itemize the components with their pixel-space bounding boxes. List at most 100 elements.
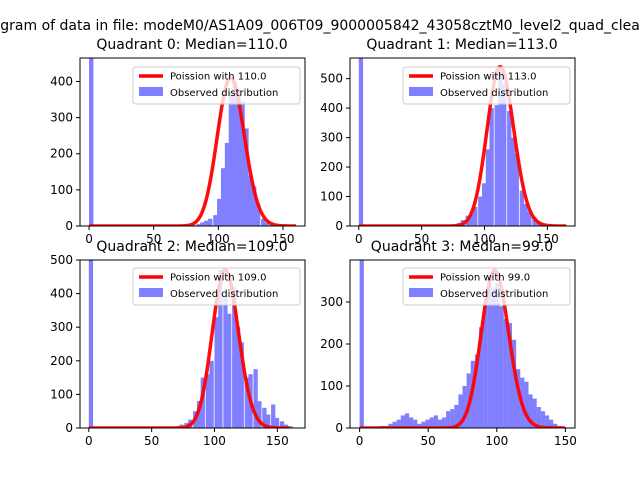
histogram-bar (536, 407, 541, 428)
histogram-bar (196, 401, 202, 428)
x-tick-label: 150 (266, 434, 289, 448)
histogram-bar (494, 105, 499, 226)
histogram-bar (446, 411, 451, 428)
y-tick-label: 100 (50, 387, 73, 401)
y-tick-label: 200 (50, 354, 73, 368)
histogram-bar (264, 222, 270, 226)
histogram-bar (510, 137, 516, 226)
histogram-bar (266, 414, 271, 428)
histogram-bar (271, 404, 276, 428)
histogram-bar (214, 317, 219, 428)
legend-line-label: Poission with 99.0 (440, 273, 530, 284)
histogram-bar (483, 302, 488, 428)
histogram-bar (528, 394, 533, 428)
histogram-bar (274, 417, 280, 428)
x-tick-label: 100 (473, 232, 496, 246)
x-tick-label: 50 (146, 232, 161, 246)
x-tick-label: 150 (272, 232, 295, 246)
histogram-bar (462, 386, 467, 428)
histogram-bar (204, 220, 209, 226)
legend-frame (132, 66, 301, 105)
panel-title: Quadrant 1: Median=113.0 (366, 37, 557, 53)
histogram-bar (392, 421, 397, 428)
legend-bar-swatch (139, 288, 163, 297)
histogram-bar (469, 214, 474, 226)
plot-area: 0 50 100 150 0 100 200 300 400 500 (320, 57, 576, 246)
histogram-bar (499, 306, 504, 428)
legend-bar-label: Observed distribution (170, 88, 278, 99)
y-tick-label: 400 (50, 74, 73, 88)
legend-bar-label: Observed distribution (170, 289, 278, 300)
figure-title: Histogram of data in file: modeM0/AS1A09… (0, 18, 640, 34)
histogram-bar (417, 423, 422, 428)
plot-area: 0 50 100 150 0 100 200 300 400 500 (50, 253, 306, 448)
x-tick-label: 0 (85, 232, 93, 246)
y-tick-label: 300 (320, 131, 343, 145)
histogram-bar (516, 369, 521, 428)
y-tick-label: 100 (320, 379, 343, 393)
poisson-curve (87, 268, 292, 428)
histogram-bar (413, 419, 418, 428)
y-tick-label: 200 (320, 337, 343, 351)
histogram-bar (544, 415, 550, 428)
histogram-bar (548, 419, 554, 428)
histogram-bar (400, 415, 406, 428)
histogram-bar (218, 270, 223, 428)
histogram-bar (213, 215, 218, 226)
histogram-bar (433, 415, 438, 428)
histogram-bar (474, 354, 480, 428)
legend: Poission with 113.0 Observed distributio… (402, 66, 571, 105)
histogram-bar (253, 369, 258, 428)
histogram-bar (404, 413, 410, 428)
y-tick-label: 300 (50, 320, 73, 334)
histogram-bar (507, 323, 513, 428)
legend-frame (132, 267, 301, 306)
y-tick-label: 100 (50, 183, 73, 197)
y-tick-label: 0 (65, 421, 73, 435)
histogram-bar (491, 287, 496, 428)
panel-quadrant-1: 0 50 100 150 0 100 200 300 400 500 Quadrant 1: Me… (320, 37, 576, 246)
legend: Poission with 99.0 Observed distribution (402, 267, 571, 306)
histogram-bar (514, 153, 519, 226)
y-tick-label: 300 (50, 111, 73, 125)
histogram-bar (88, 260, 94, 428)
y-tick-label: 500 (320, 72, 343, 86)
histogram-bar (262, 407, 267, 428)
legend-bar-swatch (409, 87, 433, 96)
poisson-curve (357, 64, 568, 226)
y-tick-label: 100 (320, 190, 343, 204)
y-tick-label: 400 (320, 101, 343, 115)
histogram-bar (481, 183, 487, 226)
histogram-bar (236, 88, 241, 226)
histogram-bar (89, 58, 94, 226)
panel-title: Quadrant 2: Median=109.0 (96, 239, 287, 255)
y-tick-label: 0 (335, 421, 343, 435)
histogram-bar (358, 58, 364, 226)
histogram-bar (223, 296, 228, 428)
panel-title: Quadrant 3: Median=99.0 (371, 239, 553, 255)
legend-frame (402, 66, 571, 105)
histogram-bar (200, 377, 205, 428)
histogram-bar (200, 222, 205, 226)
histogram-bar (478, 327, 484, 428)
legend: Poission with 110.0 Observed distributio… (132, 66, 301, 105)
axes-frame (79, 259, 306, 429)
histogram-bar (196, 224, 201, 226)
histogram-bar (421, 421, 426, 428)
histogram-bar (429, 417, 434, 428)
histogram-bar (540, 411, 545, 428)
histogram-bar (458, 394, 463, 428)
axes-frame (79, 57, 306, 227)
histogram-bar (227, 313, 232, 428)
x-tick-label: 100 (485, 434, 508, 448)
histogram-bar (478, 196, 483, 226)
histogram-bar (248, 175, 253, 226)
legend-bar-swatch (409, 288, 433, 297)
histogram-bar (240, 101, 245, 226)
histogram-bar (220, 168, 226, 226)
histogram-bar (485, 149, 491, 226)
plot-area: 0 50 100 150 0 100 200 300 (320, 259, 577, 448)
panel-title: Quadrant 0: Median=110.0 (96, 37, 287, 53)
histogram-bar (503, 318, 508, 428)
